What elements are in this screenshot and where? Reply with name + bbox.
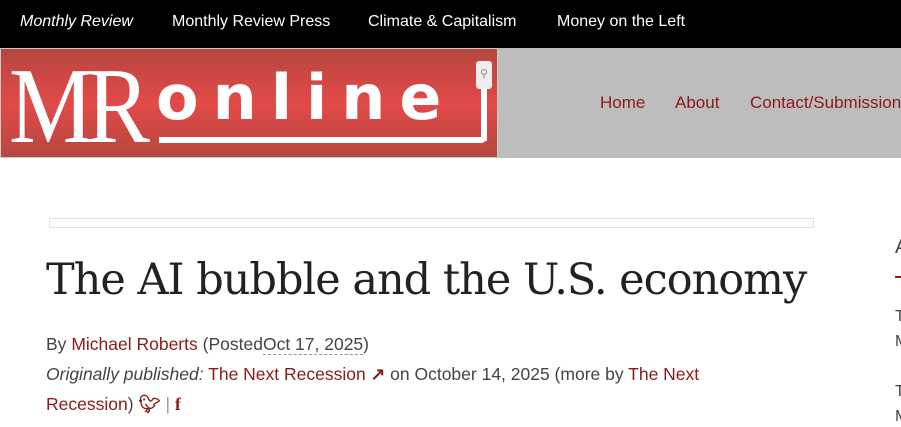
- logo-online: online: [156, 61, 456, 134]
- paren: ): [127, 394, 134, 414]
- paren: ): [363, 334, 369, 354]
- sidebar-item[interactable]: T: [895, 383, 901, 400]
- author-link[interactable]: Michael Roberts: [71, 334, 198, 354]
- by-label: By: [46, 334, 67, 354]
- orig-label: Originally published:: [46, 364, 204, 384]
- logo-cable: [159, 137, 487, 143]
- sidebar-underline: [895, 276, 901, 278]
- topnav-mr-press[interactable]: Monthly Review Press: [172, 13, 331, 30]
- separator: |: [165, 394, 171, 414]
- post-date: Oct 17, 2025: [262, 334, 364, 355]
- more-by-link[interactable]: The Next Recession: [46, 364, 700, 414]
- twitter-icon[interactable]: 🐦︎: [138, 394, 161, 414]
- page-title: The AI bubble and the U.S. economy: [46, 255, 807, 305]
- divider: [49, 218, 814, 228]
- sidebar-item[interactable]: M: [895, 333, 901, 351]
- topnav-monthly-review[interactable]: Monthly Review: [20, 13, 133, 30]
- posted-label: (Posted: [202, 334, 263, 354]
- logo-mr: MR: [9, 47, 150, 166]
- site-header: MR online ⚲ Home About Contact/Submissio…: [0, 47, 901, 166]
- source-link[interactable]: The Next Recession: [208, 364, 366, 384]
- nav-contact[interactable]: Contact/Submission: [750, 93, 901, 112]
- top-nav: Monthly Review Monthly Review Press Clim…: [0, 0, 901, 48]
- nav-home[interactable]: Home: [600, 93, 646, 112]
- external-link-icon[interactable]: ↗: [370, 364, 386, 384]
- sidebar-item[interactable]: M: [895, 408, 901, 426]
- sidebar-item[interactable]: T: [895, 308, 901, 325]
- usb-plug-icon: ⚲: [476, 61, 492, 89]
- orig-date: on October 14, 2025 (more by: [390, 364, 624, 384]
- logo-cord: [481, 79, 487, 141]
- nav-about[interactable]: About: [675, 93, 720, 112]
- site-logo[interactable]: MR online ⚲: [0, 47, 498, 166]
- topnav-money-left[interactable]: Money on the Left: [557, 13, 686, 30]
- sidebar-heading: A: [895, 236, 901, 259]
- topnav-climate-capitalism[interactable]: Climate & Capitalism: [368, 13, 517, 30]
- article-meta: By Michael Roberts (PostedOct 17, 2025) …: [46, 329, 766, 419]
- facebook-icon[interactable]: f: [174, 394, 181, 414]
